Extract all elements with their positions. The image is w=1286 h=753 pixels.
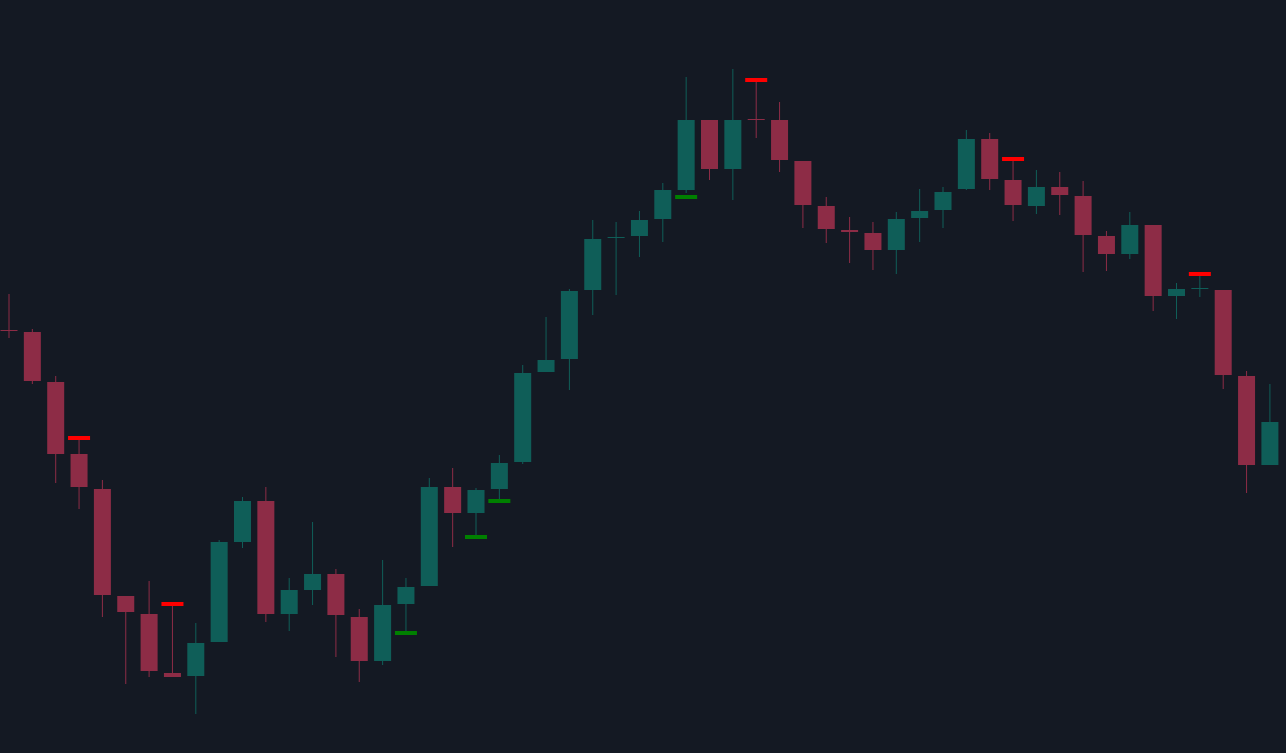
- candle-body: [327, 574, 345, 615]
- candle-body: [887, 219, 905, 250]
- candle-body: [560, 291, 578, 359]
- candle-body: [817, 206, 835, 229]
- candle-body: [677, 120, 695, 190]
- pivot-low-marker: [465, 535, 487, 539]
- candle-body: [93, 489, 111, 595]
- candle-body: [210, 542, 228, 642]
- candle-body: [163, 673, 181, 677]
- candle-body: [1004, 180, 1022, 205]
- candle-body: [140, 614, 158, 671]
- candle-body: [1051, 187, 1069, 195]
- candle-body: [257, 501, 275, 614]
- candle-body: [1074, 196, 1092, 235]
- pivot-high-marker: [1002, 157, 1025, 161]
- candle-body: [724, 120, 742, 169]
- candle-body: [47, 382, 65, 454]
- candle-body: [117, 596, 135, 612]
- candle-body: [374, 605, 392, 661]
- candle-body: [304, 574, 322, 590]
- candle-body: [1027, 187, 1045, 206]
- candle-body: [1121, 225, 1139, 254]
- candle-body: [1261, 422, 1279, 465]
- candle-body: [490, 463, 508, 489]
- candle-body: [234, 501, 251, 542]
- candle-body: [1168, 289, 1185, 296]
- candle-body: [444, 487, 462, 513]
- candle-body: [747, 119, 765, 120]
- candle-body: [654, 190, 672, 219]
- candle-body: [280, 590, 298, 614]
- candle-body: [467, 490, 485, 513]
- candle-body: [514, 373, 532, 462]
- pivot-high-marker: [161, 602, 184, 606]
- candle-body: [864, 233, 882, 250]
- candle-body: [771, 120, 789, 160]
- candle-body: [607, 237, 625, 238]
- candle-body: [934, 192, 952, 210]
- candle-body: [1214, 290, 1232, 375]
- pivot-high-marker: [68, 436, 91, 440]
- candle-body: [23, 332, 41, 381]
- pivot-high-marker: [745, 78, 768, 82]
- candle-body: [1191, 288, 1209, 289]
- pivot-low-marker: [488, 499, 511, 503]
- candle-body: [584, 239, 602, 290]
- candle-body: [1238, 376, 1256, 465]
- candle-body: [981, 139, 999, 179]
- candle-body: [794, 161, 812, 205]
- pivot-high-marker: [1188, 272, 1211, 276]
- candle-body: [0, 330, 18, 331]
- pivot-low-marker: [394, 631, 417, 635]
- candle-body: [350, 617, 368, 661]
- candle-body: [187, 643, 205, 676]
- pivot-low-marker: [675, 195, 698, 199]
- candle-body: [70, 454, 88, 487]
- candle-body: [630, 220, 648, 236]
- candle-body: [911, 211, 929, 218]
- candle-body: [1097, 236, 1115, 254]
- candle-body: [420, 487, 438, 586]
- candle-body: [1144, 225, 1162, 296]
- candle-body: [701, 120, 718, 169]
- candle-body: [397, 587, 415, 604]
- candle-body: [841, 230, 859, 232]
- candle-body: [957, 139, 975, 189]
- candle-body: [537, 360, 555, 372]
